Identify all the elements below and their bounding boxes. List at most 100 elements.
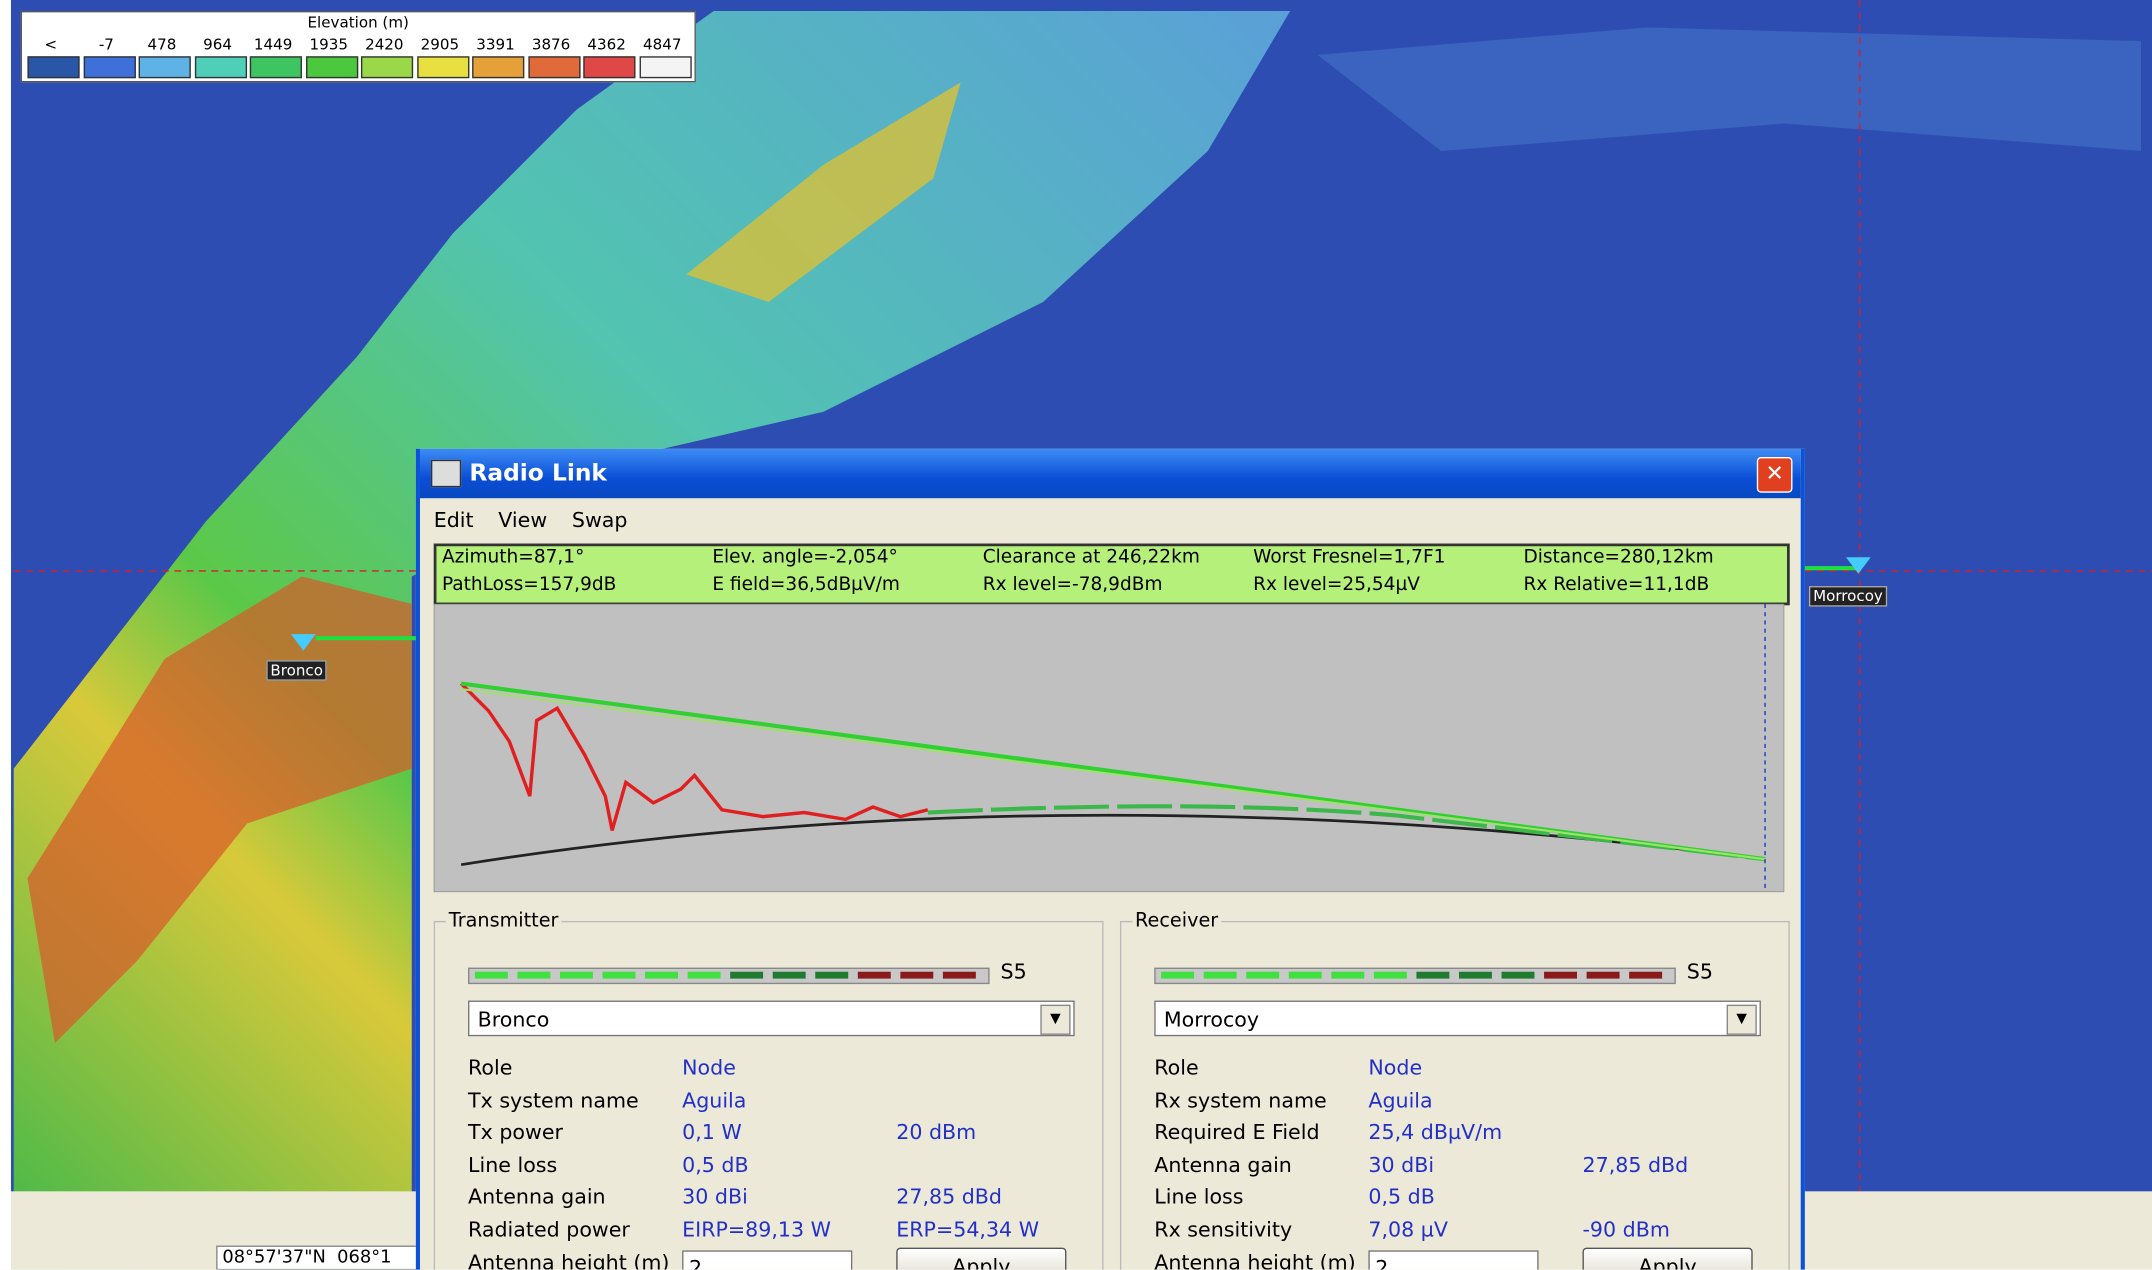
site-name: Bronco [477, 1007, 550, 1033]
field-label: Role [468, 1055, 513, 1081]
meter-segment [1586, 971, 1620, 979]
field-value: EIRP=89,13 W [682, 1216, 832, 1242]
close-button[interactable]: ✕ [1756, 457, 1793, 493]
meter-segment [1246, 971, 1280, 979]
legend-swatch [138, 56, 191, 79]
field-value: 30 dBi [682, 1184, 748, 1210]
field-value: ERP=54,34 W [896, 1216, 1040, 1242]
meter-segment [815, 971, 849, 979]
title-bar: Radio Link ✕ [419, 448, 1801, 499]
signal-meter [468, 967, 990, 985]
summary-cell: Clearance at 246,22km [982, 546, 1200, 569]
field-label: Antenna height (m) [468, 1250, 670, 1270]
signal-level: S5 [1000, 959, 1027, 985]
field-value: 0,5 dB [1368, 1184, 1435, 1210]
legend-swatch [472, 56, 525, 79]
app-icon [430, 459, 462, 488]
antenna-height-input[interactable]: 2 [1368, 1250, 1539, 1270]
meter-segment [1501, 971, 1535, 979]
meter-segment [1331, 971, 1365, 979]
summary-cell: PathLoss=157,9dB [441, 573, 617, 596]
meter-segment [1458, 971, 1492, 979]
legend-swatch [416, 56, 469, 79]
elevation-legend: Elevation (m) < -7 478 964 1449 1935 2420 2905 33… [20, 10, 696, 83]
field-label: Line loss [468, 1152, 558, 1177]
coordinates: 08°57'37"N 068°1 [222, 1247, 392, 1269]
field-label: Antenna height (m) [1154, 1250, 1356, 1270]
legend-label: 1449 [253, 35, 293, 54]
meter-segment [772, 971, 806, 979]
legend-swatch [583, 56, 636, 79]
field-value: Node [682, 1055, 736, 1081]
field-label: Required E Field [1154, 1119, 1320, 1145]
legend-label: < [44, 35, 58, 54]
menu-item[interactable]: Edit [433, 507, 474, 533]
apply-button[interactable]: Apply [1582, 1247, 1753, 1270]
field-label: Antenna gain [468, 1184, 606, 1210]
legend-label: 1935 [309, 35, 348, 54]
menu-item[interactable]: Swap [571, 507, 628, 533]
legend-swatch [527, 56, 580, 79]
field-value: 27,85 dBd [1582, 1152, 1689, 1177]
path-profile [433, 603, 1785, 893]
antenna-height-input[interactable]: 2 [682, 1250, 853, 1270]
transmitter-group: Transmitter S5 Bronco ▼ Role Node Tx system na… [433, 909, 1104, 1270]
legend-swatch [305, 56, 358, 79]
meter-segment [942, 971, 976, 979]
legend-label: 478 [147, 35, 177, 54]
field-value: 27,85 dBd [896, 1184, 1002, 1210]
legend-title: Elevation (m) [307, 13, 409, 32]
meter-segment [1416, 971, 1450, 979]
field-label: Antenna gain [1154, 1152, 1292, 1177]
summary-cell: Elev. angle=-2,054° [712, 546, 898, 569]
legend-swatch [249, 56, 302, 79]
dropdown-arrow[interactable]: ▼ [1040, 1004, 1071, 1035]
legend-swatch [27, 56, 80, 79]
legend-swatch [638, 56, 692, 79]
site-select[interactable]: Bronco ▼ [468, 1000, 1075, 1037]
field-label: Tx power [468, 1119, 563, 1145]
meter-segment [1288, 971, 1322, 979]
field-value: 0,5 dB [682, 1152, 749, 1177]
field-value: 0,1 W [682, 1119, 742, 1145]
meter-segment [645, 971, 679, 979]
summary-cell: Rx Relative=11,1dB [1523, 573, 1710, 596]
menu-item[interactable]: View [498, 507, 548, 533]
legend-label: -7 [98, 35, 114, 54]
field-value: 20 dBm [896, 1119, 977, 1145]
legend-swatch [83, 56, 136, 79]
meter-segment [900, 971, 934, 979]
apply-button[interactable]: Apply [896, 1247, 1067, 1270]
meter-segment [602, 971, 636, 979]
meter-segment [687, 971, 721, 979]
field-label: Rx sensitivity [1154, 1216, 1293, 1242]
signal-meter [1154, 967, 1676, 985]
signal-level: S5 [1686, 959, 1713, 985]
summary-cell: Rx level=25,54µV [1253, 573, 1420, 596]
summary-cell: Rx level=-78,9dBm [982, 573, 1163, 596]
field-value: Node [1368, 1055, 1423, 1081]
field-label: Line loss [1154, 1184, 1244, 1210]
field-value: Aguila [1368, 1087, 1433, 1113]
group-title: Transmitter [448, 909, 559, 932]
field-value: 25,4 dBµV/m [1368, 1119, 1503, 1145]
legend-label: 3876 [531, 35, 571, 54]
meter-segment [1544, 971, 1578, 979]
meter-segment [1203, 971, 1237, 979]
legend-label: 964 [203, 35, 232, 54]
site-name: Morrocoy [1163, 1007, 1260, 1033]
summary-cell: E field=36,5dBµV/m [712, 573, 900, 596]
meter-segment [474, 971, 508, 979]
site-select[interactable]: Morrocoy ▼ [1154, 1000, 1761, 1037]
legend-label: 2420 [365, 35, 404, 54]
field-value: 7,08 µV [1368, 1216, 1448, 1242]
receiver-group: Receiver S5 Morrocoy ▼ Role Node Rx system nam… [1119, 909, 1790, 1270]
summary-cell: Distance=280,12km [1523, 546, 1714, 569]
site-label: Bronco [266, 660, 328, 681]
meter-segment [857, 971, 891, 979]
legend-label: 4362 [587, 35, 626, 54]
menu-bar: Edit View Swap [434, 508, 652, 533]
dropdown-arrow[interactable]: ▼ [1726, 1004, 1757, 1035]
